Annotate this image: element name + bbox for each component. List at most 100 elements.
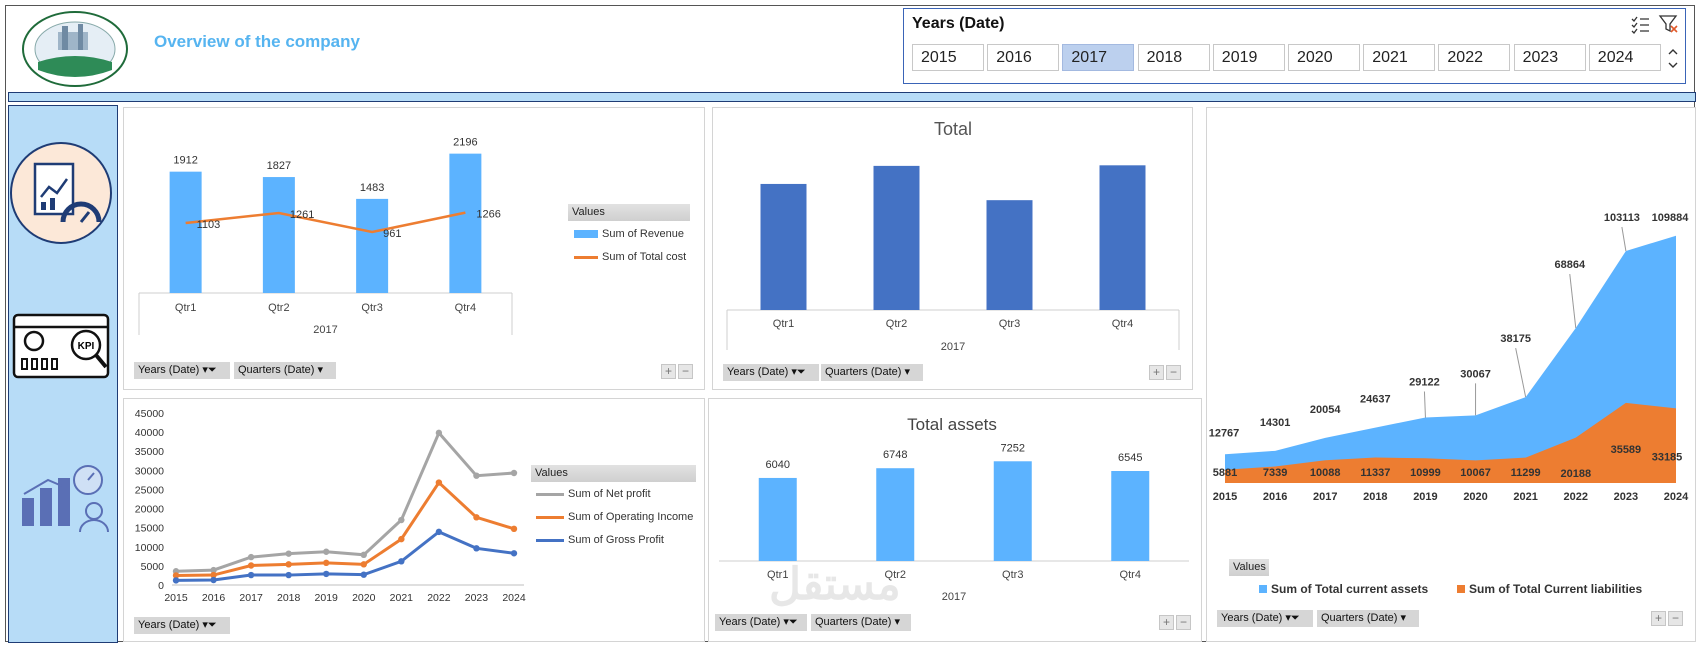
x-tick-label: 2015: [164, 592, 188, 604]
years-filter-button[interactable]: Years (Date) ▾⏷: [723, 364, 819, 381]
year-button-2019[interactable]: 2019: [1212, 44, 1285, 71]
data-label: 109884: [1652, 212, 1690, 224]
data-label: 10067: [1460, 467, 1491, 479]
data-label: 30067: [1460, 368, 1491, 380]
x-tick-label: 2023: [465, 592, 489, 604]
x-tick-label: 2023: [1614, 491, 1638, 503]
x-tick-label: 2016: [202, 592, 226, 604]
tick-label: Qtr2: [886, 318, 907, 330]
bar: [356, 198, 389, 293]
years-filter-button[interactable]: Years (Date) ▾⏷: [715, 614, 807, 631]
bar: [758, 477, 797, 561]
y-tick-label: 5000: [141, 561, 165, 573]
year-button-2021[interactable]: 2021: [1363, 44, 1436, 71]
kpi-text: KPI: [78, 341, 95, 352]
data-label: 14301: [1260, 417, 1291, 429]
x-tick-label: 2021: [390, 592, 414, 604]
collapse-button[interactable]: −: [1176, 615, 1191, 630]
year-button-2015[interactable]: 2015: [912, 44, 984, 71]
data-point: [435, 429, 443, 437]
legend-item-revenue: Sum of Revenue: [574, 228, 684, 240]
legend-item-operating-income: Sum of Operating Income: [536, 511, 693, 523]
chart-title: Total: [934, 119, 972, 139]
slicer-scroll[interactable]: [1666, 45, 1680, 71]
tick-label: Qtr4: [1120, 569, 1141, 581]
y-tick-label: 45000: [135, 408, 164, 420]
quarters-filter-button[interactable]: Quarters (Date) ▾: [821, 364, 923, 381]
bar: [876, 468, 915, 561]
total-chart-panel: Total Qtr1 Qtr2 Qtr3 Qtr4 2017 Years (Date) ▾…: [712, 107, 1193, 390]
assets-liabilities-chart: 12767 14301 20054 24637 29122 30067 38175 68864…: [1209, 212, 1690, 503]
year-button-2022[interactable]: 2022: [1438, 44, 1511, 71]
expand-button[interactable]: +: [1651, 611, 1666, 626]
data-label: 38175: [1500, 333, 1531, 345]
data-label: 10999: [1410, 467, 1441, 479]
collapse-button[interactable]: −: [1166, 365, 1181, 380]
data-label: 2196: [453, 137, 477, 149]
quarters-filter-button[interactable]: Quarters (Date) ▾: [234, 362, 336, 379]
kpi-monitor-icon[interactable]: KPI: [12, 311, 110, 381]
data-point: [323, 570, 330, 578]
bar: [760, 183, 807, 310]
total-assets-chart-panel: Total assets 6040 Qtr1 6748 Qtr2 7252 Qtr3 6545…: [708, 398, 1202, 642]
data-label: 35589: [1611, 444, 1642, 456]
y-tick-label: 10000: [135, 542, 164, 554]
expand-button[interactable]: +: [1159, 615, 1174, 630]
expand-button[interactable]: +: [661, 364, 676, 379]
data-point: [435, 528, 443, 536]
data-label: 10088: [1310, 467, 1341, 479]
expand-button[interactable]: +: [1149, 365, 1164, 380]
data-point: [323, 548, 330, 555]
bar: [262, 177, 295, 293]
clear-filter-icon[interactable]: [1658, 14, 1680, 34]
data-label: 7252: [1001, 442, 1025, 454]
legend-item-total-cost: Sum of Total cost: [574, 251, 686, 263]
multi-select-icon[interactable]: [1629, 14, 1651, 34]
series-line: [175, 430, 515, 573]
watermark: مستقل: [769, 560, 901, 609]
year-button-2020[interactable]: 2020: [1288, 44, 1360, 71]
y-tick-label: 0: [158, 580, 164, 592]
leader-line: [1569, 274, 1577, 329]
slicer-title: Years (Date): [912, 15, 1005, 32]
year-button-2024[interactable]: 2024: [1588, 44, 1661, 71]
data-point: [360, 561, 367, 568]
year-button-2016[interactable]: 2016: [987, 44, 1060, 71]
data-point: [510, 550, 518, 557]
data-label: 7339: [1263, 467, 1287, 479]
quarters-filter-button[interactable]: Quarters (Date) ▾: [811, 614, 911, 631]
bar: [169, 171, 202, 293]
collapse-button[interactable]: −: [1668, 611, 1683, 626]
x-tick-label: 2024: [1664, 491, 1689, 503]
bar: [986, 200, 1033, 310]
data-label: 24637: [1360, 394, 1391, 406]
collapse-button[interactable]: −: [678, 364, 693, 379]
data-point: [247, 571, 255, 579]
leader-line: [1621, 226, 1627, 252]
x-tick-label: 2017: [239, 592, 263, 604]
year-button-2018[interactable]: 2018: [1137, 44, 1210, 71]
years-filter-button[interactable]: Years (Date) ▾⏷: [1217, 610, 1313, 627]
group-label: 2017: [313, 324, 337, 336]
y-tick-label: 25000: [135, 484, 164, 496]
data-label: 11337: [1360, 467, 1390, 479]
years-filter-button[interactable]: Years (Date) ▾⏷: [134, 362, 230, 379]
x-tick-label: 2019: [315, 592, 339, 604]
analytics-dashboard-icon[interactable]: [7, 142, 115, 244]
legend-title: Values: [531, 465, 696, 482]
quarters-filter-button[interactable]: Quarters (Date) ▾: [1317, 610, 1419, 627]
data-label: 12767: [1209, 427, 1240, 439]
data-label: 68864: [1554, 259, 1585, 271]
x-tick-label: 2015: [1213, 491, 1237, 503]
year-button-2017[interactable]: 2017: [1062, 44, 1135, 71]
year-button-2023[interactable]: 2023: [1513, 44, 1586, 71]
x-tick-label: 2020: [1463, 491, 1487, 503]
data-point: [210, 571, 217, 579]
x-tick-label: 2017: [1313, 491, 1337, 503]
legend-item-current-liabilities: Sum of Total Current liabilities: [1457, 582, 1642, 596]
growth-chart-icon[interactable]: [12, 456, 112, 536]
data-point: [510, 469, 518, 477]
group-label: 2017: [941, 341, 965, 353]
data-label: 1483: [360, 182, 384, 194]
years-filter-button[interactable]: Years (Date) ▾⏷: [134, 617, 230, 634]
